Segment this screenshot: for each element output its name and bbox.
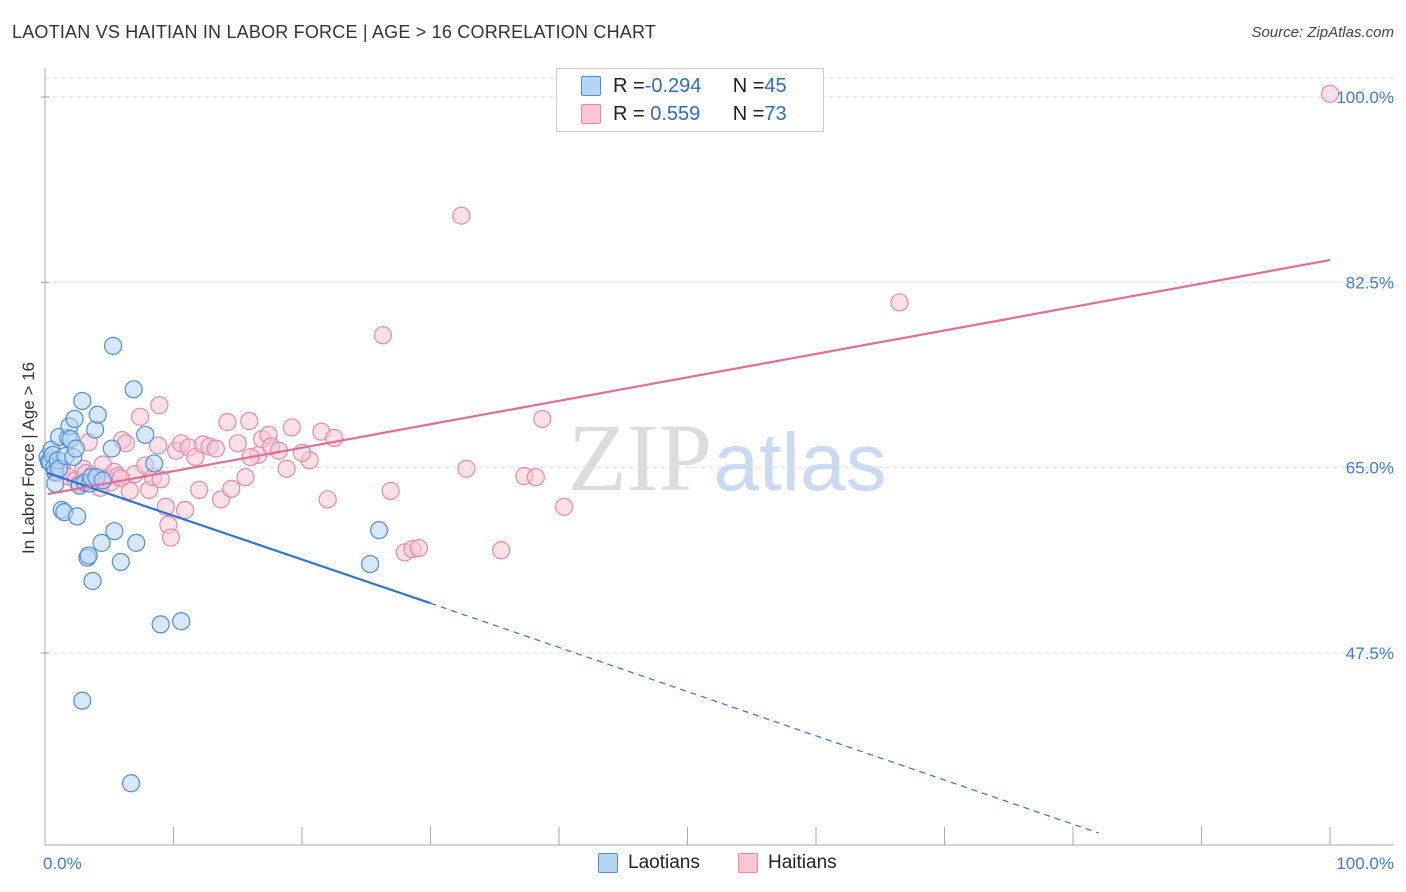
r-value: 0.559: [644, 102, 701, 125]
y-tick-label: 47.5%: [1346, 644, 1394, 663]
trend-lines: [47, 259, 1331, 834]
laotians-point: [127, 533, 146, 552]
stats-legend: R = -0.294 N = 45 R = 0.559 N = 73: [556, 68, 824, 132]
axis-labels: 47.5% 65.0% 82.5% 100.0% 0.0% 100.0% In Labor …: [19, 88, 1394, 873]
laotians-point: [361, 554, 380, 574]
haitians-point: [318, 490, 337, 509]
laotians-point: [88, 405, 107, 424]
n-value: 45: [764, 74, 787, 97]
y-tick-label: 65.0%: [1346, 459, 1394, 478]
legend-row-haitians: R = 0.559 N = 73: [581, 101, 787, 127]
haitians-point: [161, 528, 181, 547]
laotians-point: [83, 571, 102, 591]
haitians-point: [457, 459, 476, 478]
laotians-point: [92, 533, 111, 552]
haitians-point: [1320, 84, 1340, 103]
legend-label-haitians: Haitians: [768, 852, 837, 873]
r-value: -0.294: [644, 74, 702, 97]
watermark-zip: ZIP: [568, 404, 712, 511]
x-tick-label: 0.0%: [43, 854, 82, 873]
series-legend: Laotians Haitians: [0, 852, 1406, 880]
haitians-point: [492, 541, 511, 560]
haitians-legend-swatch: [738, 853, 758, 873]
haitians-point: [452, 206, 471, 225]
laotians-point: [111, 552, 130, 572]
haitians-point: [409, 539, 429, 558]
laotians-point: [370, 521, 389, 540]
legend-item-laotians[interactable]: Laotians: [598, 852, 700, 874]
laotians-swatch: [581, 76, 601, 96]
legend-item-haitians[interactable]: Haitians: [738, 852, 837, 874]
laotians-point: [93, 471, 112, 490]
r-label: R =: [613, 74, 645, 97]
laotians-point: [68, 507, 87, 526]
laotians-trend-extension: [430, 602, 1099, 834]
haitians-point: [111, 469, 130, 488]
laotians-legend-swatch: [598, 853, 618, 873]
laotians-point: [66, 439, 85, 458]
haitians-point: [381, 481, 400, 501]
source-credit: Source: ZipAtlas.com: [1251, 24, 1394, 41]
laotians-point: [136, 425, 155, 444]
laotians-point: [79, 546, 98, 565]
laotians-point: [73, 691, 92, 710]
haitians-point: [150, 396, 169, 415]
laotians-trend-line: [47, 471, 431, 605]
haitians-point: [218, 413, 237, 432]
laotians-point: [121, 774, 141, 793]
legend-label-laotians: Laotians: [628, 852, 700, 873]
watermark: ZIP atlas: [568, 404, 887, 511]
haitians-point: [526, 468, 545, 487]
laotians-point: [102, 439, 121, 458]
laotians-point: [145, 454, 164, 473]
haitians-point: [277, 459, 296, 478]
haitians-swatch: [581, 104, 601, 124]
haitians-point: [555, 497, 574, 516]
haitians-point: [190, 480, 209, 500]
haitians-point: [120, 481, 139, 501]
haitians-point: [148, 436, 168, 455]
laotians-point: [73, 391, 92, 411]
watermark-atlas: atlas: [713, 417, 886, 508]
haitians-point: [130, 407, 150, 426]
r-label: R =: [613, 102, 645, 125]
haitians-point: [206, 439, 226, 458]
laotians-point: [104, 336, 123, 355]
haitians-point: [282, 418, 301, 437]
y-tick-label: 82.5%: [1346, 273, 1394, 292]
laotians-point: [65, 409, 84, 429]
haitians-point: [240, 411, 259, 431]
y-tick-label: 100.0%: [1336, 88, 1394, 107]
legend-row-laotians: R = -0.294 N = 45: [581, 73, 787, 99]
haitians-trend-line: [47, 259, 1331, 496]
laotians-point: [105, 522, 124, 541]
haitians-point: [175, 500, 195, 520]
y-axis-title: In Labor Force | Age > 16: [19, 362, 38, 554]
haitians-point: [236, 468, 255, 487]
grid-layer: [45, 77, 1394, 654]
haitians-point: [222, 479, 241, 498]
laotians-point: [86, 420, 105, 439]
n-label: N =: [732, 102, 765, 125]
laotians-point: [172, 612, 191, 631]
haitians-point: [373, 326, 393, 345]
n-label: N =: [732, 74, 765, 97]
haitians-point: [890, 293, 909, 312]
n-value: 73: [764, 102, 787, 125]
laotians-point: [151, 615, 170, 634]
x-tick-label: 100.0%: [1336, 854, 1394, 873]
laotians-point: [124, 380, 143, 399]
chart-title: LAOTIAN VS HAITIAN IN LABOR FORCE | AGE …: [12, 22, 657, 42]
haitians-point: [228, 434, 247, 453]
laotians-points: [38, 336, 389, 793]
haitians-point: [533, 409, 552, 429]
